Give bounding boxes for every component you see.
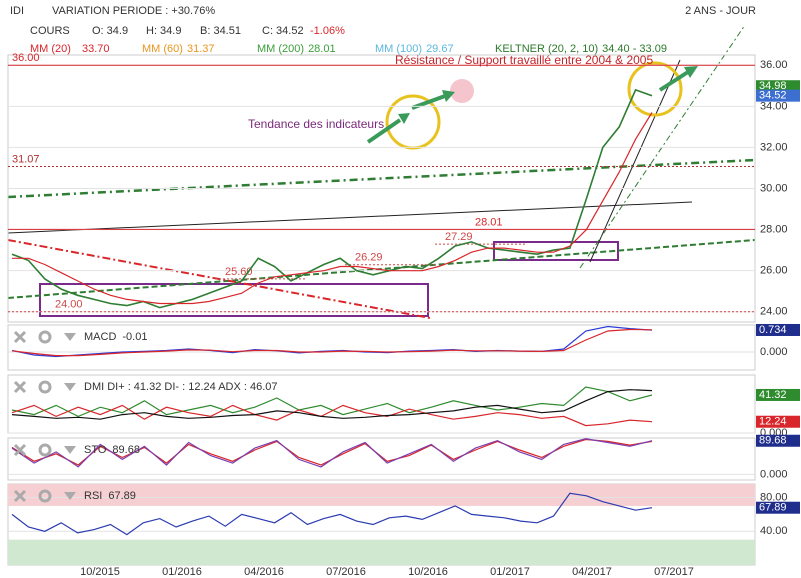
panel-title: MACD <box>84 331 116 343</box>
symbol: IDI <box>10 5 24 17</box>
y-tick-label: 26.00 <box>760 265 788 277</box>
price-tag-label: 34.98 <box>759 80 787 92</box>
settings-icon <box>38 489 52 503</box>
indicator-value: 28.01 <box>308 43 336 55</box>
panel-value: 67.89 <box>108 490 136 502</box>
level-label: 36.00 <box>12 52 40 64</box>
close-icon <box>13 380 27 394</box>
x-tick-label: 04/2016 <box>244 566 284 578</box>
panel-title: DMI DI+ : 41.32 DI- : 12.24 ADX : 46.07 <box>84 381 278 393</box>
y-tick-label: 30.00 <box>760 182 788 194</box>
low: B: 34.51 <box>200 25 241 37</box>
arrow-icon <box>64 492 76 500</box>
period: 2 ANS - JOUR <box>685 5 756 17</box>
y-tick-label: 28.00 <box>760 223 788 235</box>
y-tick-label: 36.00 <box>760 59 788 71</box>
arrow-icon <box>64 446 76 454</box>
x-tick-label: 10/2015 <box>80 566 120 578</box>
mm20-name: MM (20) <box>30 43 71 55</box>
y-tick-label: 34.00 <box>760 100 788 112</box>
price-tag-label: 41.32 <box>759 389 787 401</box>
panel-value: -0.01 <box>122 331 147 343</box>
panel-toolbar <box>13 330 76 344</box>
y-tick-label: 24.00 <box>760 306 788 318</box>
indicator-name: MM (60) <box>142 43 183 55</box>
quote-row: COURS O: 34.9 H: 34.9 B: 34.51 C: 34.52 … <box>30 25 345 37</box>
x-tick-label: 10/2016 <box>408 566 448 578</box>
y-tick-label: 0.000 <box>760 346 788 358</box>
level-label: 26.29 <box>355 252 383 264</box>
level-label: 31.07 <box>12 153 40 165</box>
y-tick-label: 0.000 <box>760 468 788 480</box>
series-line <box>11 389 653 420</box>
overbought-zone <box>8 484 755 506</box>
change: -1.06% <box>310 25 345 37</box>
panel-title: RSI <box>84 490 102 502</box>
series-line <box>11 328 653 357</box>
x-tick-label: 01/2016 <box>162 566 202 578</box>
panel-toolbar <box>13 380 76 394</box>
price-tag-label: 89.68 <box>759 435 787 447</box>
annotation: Tendance des indicateurs <box>248 117 384 131</box>
y-tick-label: 80.00 <box>760 491 788 503</box>
mm20-value: 33.70 <box>82 43 110 55</box>
price-tag <box>756 434 800 447</box>
indicator-value: 34.40 - 33.09 <box>602 43 667 55</box>
price-tag <box>756 89 800 102</box>
high: H: 34.9 <box>146 25 181 37</box>
panel-toolbar <box>13 489 76 503</box>
drawings <box>7 24 756 319</box>
oversold-zone <box>8 539 755 565</box>
series-line <box>12 112 653 305</box>
variation: VARIATION PERIODE : +30.76% <box>52 5 215 17</box>
settings-icon <box>38 443 52 457</box>
panel <box>7 324 756 371</box>
panel <box>7 437 756 481</box>
series-line <box>11 386 653 418</box>
close-icon <box>13 443 27 457</box>
settings-icon <box>38 330 52 344</box>
level-label: 24.00 <box>55 299 83 311</box>
open: O: 34.9 <box>92 25 128 37</box>
indicator-name: KELTNER (20, 2, 10) <box>495 43 598 55</box>
price-tag <box>756 415 800 428</box>
x-tick-label: 07/2017 <box>654 566 694 578</box>
price-tag <box>756 80 800 93</box>
y-tick-label: 32.00 <box>760 141 788 153</box>
indicator-name: MM (200) <box>257 43 304 55</box>
close: C: 34.52 <box>262 25 304 37</box>
indicator-value: 31.37 <box>187 43 215 55</box>
price-tag-label: 34.52 <box>759 90 787 102</box>
annotation: Résistance / Support travaillé entre 200… <box>395 53 653 67</box>
series-name: COURS <box>30 25 70 37</box>
indicator-value: 29.67 <box>426 43 454 55</box>
y-tick-label: 40.00 <box>760 525 788 537</box>
panel-value: 89.68 <box>112 444 140 456</box>
close-icon <box>13 489 27 503</box>
x-tick-label: 01/2017 <box>490 566 530 578</box>
price-tag <box>756 501 800 514</box>
settings-icon <box>38 380 52 394</box>
price-tag <box>756 388 800 401</box>
price-tag <box>756 323 800 336</box>
x-tick-label: 04/2017 <box>572 566 612 578</box>
price-tag-label: 12.24 <box>759 416 787 428</box>
panel-title: STO <box>84 444 107 456</box>
series-line <box>11 492 653 536</box>
series-line <box>11 438 653 466</box>
level-label: 27.29 <box>445 231 473 243</box>
x-tick-label: 07/2016 <box>326 566 366 578</box>
arrow-icon <box>64 333 76 341</box>
series-line <box>11 404 653 427</box>
level-label: 28.01 <box>475 216 503 228</box>
price-tag-label: 0.734 <box>759 324 787 336</box>
indicator-name: MM (100) <box>375 43 422 55</box>
series-line <box>11 438 653 468</box>
panel-toolbar <box>13 443 76 457</box>
close-icon <box>13 330 27 344</box>
arrow-icon <box>64 383 76 391</box>
price-tag-label: 67.89 <box>759 502 787 514</box>
